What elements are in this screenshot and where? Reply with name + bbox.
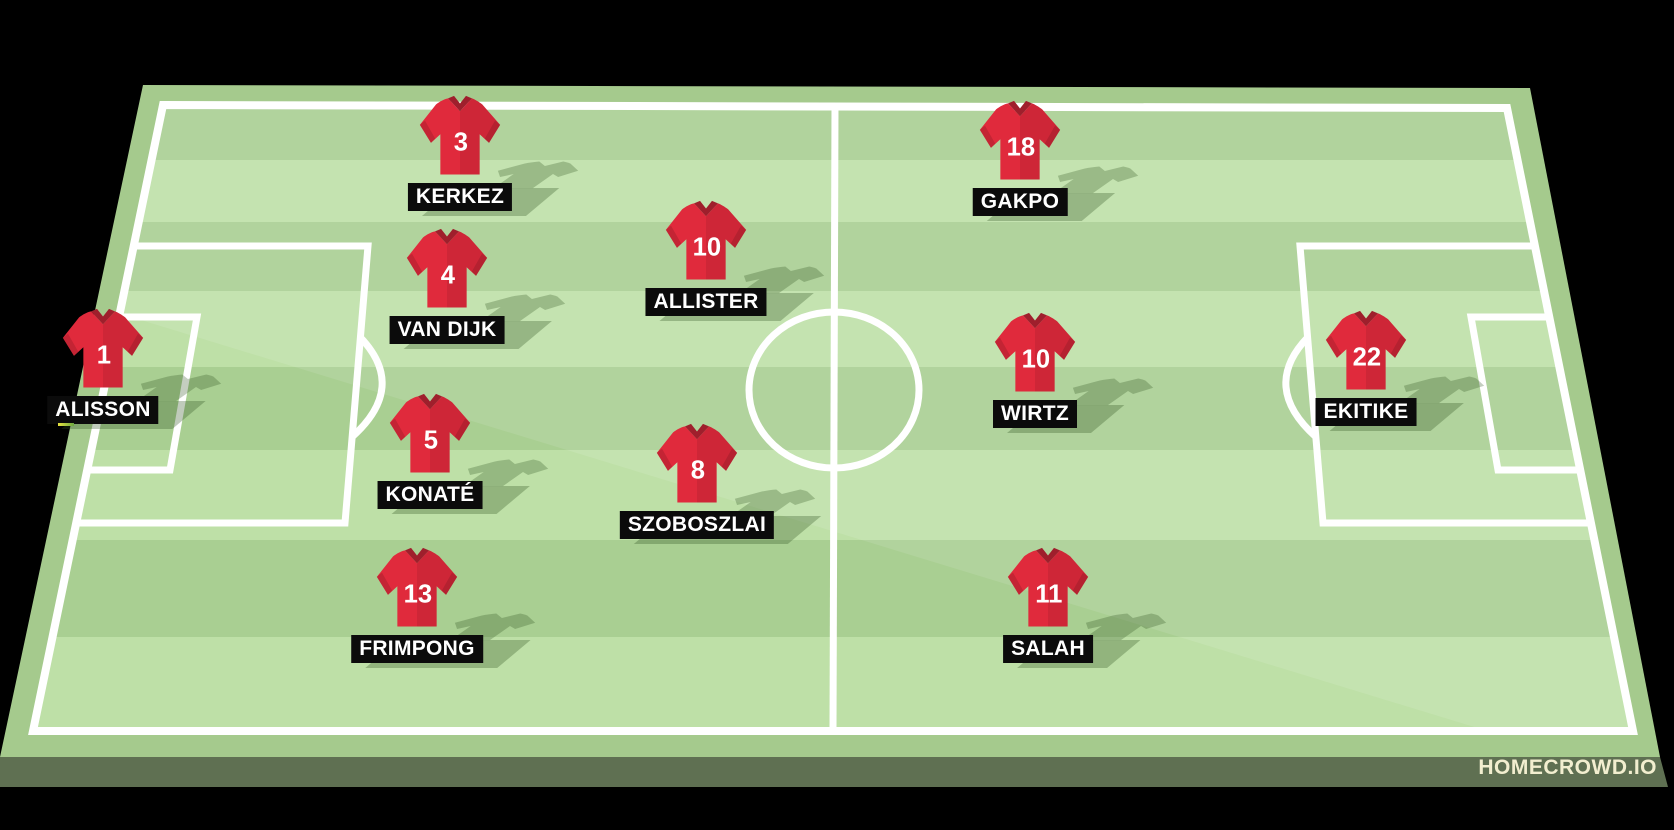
player-salah[interactable]: 11 SALAH SALAH: [1003, 547, 1167, 668]
jersey-shadow: [450, 613, 536, 641]
jersey-shadow: [739, 266, 825, 294]
jersey-icon: 4: [406, 228, 488, 308]
jersey-shadow: [480, 294, 566, 322]
jersey-icon: 11: [1007, 547, 1089, 627]
jersey-shadow: [1081, 613, 1167, 641]
pitch-markings: [28, 100, 1638, 735]
jersey-icon: 1: [62, 308, 144, 388]
jersey-number: 4: [441, 262, 456, 290]
jersey-icon: 5: [389, 393, 471, 473]
player-name-label: VAN DIJK: [389, 316, 505, 344]
halfway-line: [829, 105, 839, 731]
jersey-shadow: [730, 489, 816, 517]
watermark-text: HOMECROWD.IO: [1478, 756, 1657, 779]
penalty-arc-right: [1282, 334, 1319, 440]
player-wirtz[interactable]: 10 WIRTZ WIRTZ: [992, 312, 1154, 433]
jersey-icon: 18: [979, 100, 1061, 180]
jersey-icon: 10: [665, 200, 747, 280]
jersey-number: 22: [1353, 344, 1382, 372]
jersey-icon: 22: [1325, 310, 1407, 390]
player-frimpong[interactable]: 13 FRIMPONG FRIMPONG: [351, 547, 536, 668]
player-ekitike[interactable]: 22 EKITIKE EKITIKE: [1315, 310, 1485, 431]
jersey-number: 8: [691, 457, 705, 485]
player-name-label: ALISSON: [47, 396, 159, 424]
jersey-shadow: [493, 161, 579, 189]
player-allister[interactable]: 10 ALLISTER ALLISTER: [645, 200, 825, 321]
jersey-icon: 10: [994, 312, 1076, 392]
jersey-shadow: [463, 459, 549, 487]
player-alisson[interactable]: 1 ALISSON ALISSON: [47, 308, 222, 429]
penalty-area-left: [75, 242, 372, 527]
jersey-number: 3: [454, 129, 468, 157]
player-name-label: KERKEZ: [407, 183, 513, 211]
accent-dash: [58, 423, 74, 426]
player-name-label: WIRTZ: [993, 400, 1077, 428]
jersey-shadow: [1068, 378, 1154, 406]
penalty-area-right: [1296, 242, 1594, 527]
center-circle: [745, 308, 923, 472]
jersey-number: 10: [693, 234, 722, 262]
jersey-shadow: [1399, 376, 1485, 404]
jersey-shadow: [1053, 166, 1139, 194]
player-gakpo[interactable]: 18 GAKPO GAKPO: [972, 100, 1139, 221]
jersey-icon: 3: [419, 95, 501, 175]
jersey-number: 1: [97, 342, 111, 370]
goal-area-right: [1466, 313, 1583, 474]
jersey-number: 5: [424, 427, 438, 455]
jersey-shadow: [136, 374, 222, 402]
jersey-number: 13: [404, 581, 433, 609]
jersey-number: 11: [1035, 581, 1062, 609]
player-van-dijk[interactable]: 4 VAN DIJK VAN DIJK: [389, 228, 566, 349]
penalty-arc-left: [349, 334, 386, 440]
player-name-label: ALLISTER: [645, 288, 767, 316]
player-kerkez[interactable]: 3 KERKEZ KERKEZ: [407, 95, 579, 216]
player-szoboszlai[interactable]: 8 SZOBOSZLAI SZOBOSZLAI: [619, 423, 822, 544]
player-name-label: KONATÉ: [377, 481, 483, 509]
jersey-number: 10: [1022, 346, 1050, 374]
player-konaté[interactable]: 5 KONATÉ KONATÉ: [377, 393, 549, 514]
jersey-icon: 8: [656, 423, 738, 503]
player-name-label: EKITIKE: [1315, 398, 1417, 426]
player-name-label: SALAH: [1003, 635, 1093, 663]
player-name-label: GAKPO: [972, 188, 1068, 216]
jersey-number: 18: [1007, 134, 1035, 162]
jersey-icon: 13: [376, 547, 458, 627]
pitch-platform-side: [0, 757, 1668, 787]
goal-area-left: [86, 313, 202, 474]
player-name-label: SZOBOSZLAI: [619, 511, 775, 539]
player-name-label: FRIMPONG: [351, 635, 483, 663]
